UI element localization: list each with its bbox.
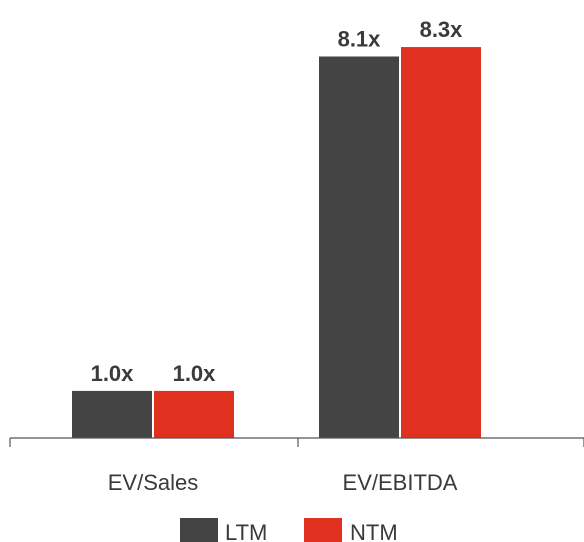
data-label-ntm-ev-sales: 1.0x — [173, 361, 217, 386]
legend: LTM NTM — [180, 518, 398, 542]
category-labels-group: EV/Sales EV/EBITDA — [108, 470, 458, 495]
data-label-ltm-ev-ebitda: 8.1x — [338, 26, 382, 51]
data-label-ntm-ev-ebitda: 8.3x — [420, 17, 464, 42]
legend-label-ntm: NTM — [350, 520, 398, 542]
bar-ntm-ev-sales — [154, 390, 234, 438]
bars-group — [72, 47, 481, 439]
category-label-ev-ebitda: EV/EBITDA — [343, 470, 458, 495]
legend-swatch-ntm — [304, 518, 342, 542]
legend-swatch-ltm — [180, 518, 218, 542]
x-axis-ticks — [9, 438, 584, 447]
bar-ltm-ev-sales — [72, 390, 152, 438]
data-label-ltm-ev-sales: 1.0x — [91, 361, 135, 386]
bar-ltm-ev-ebitda — [319, 56, 399, 439]
value-labels-group: 1.0x 1.0x 8.1x 8.3x — [91, 17, 464, 386]
bar-ntm-ev-ebitda — [401, 47, 481, 438]
legend-label-ltm: LTM — [225, 520, 267, 542]
category-label-ev-sales: EV/Sales — [108, 470, 199, 495]
